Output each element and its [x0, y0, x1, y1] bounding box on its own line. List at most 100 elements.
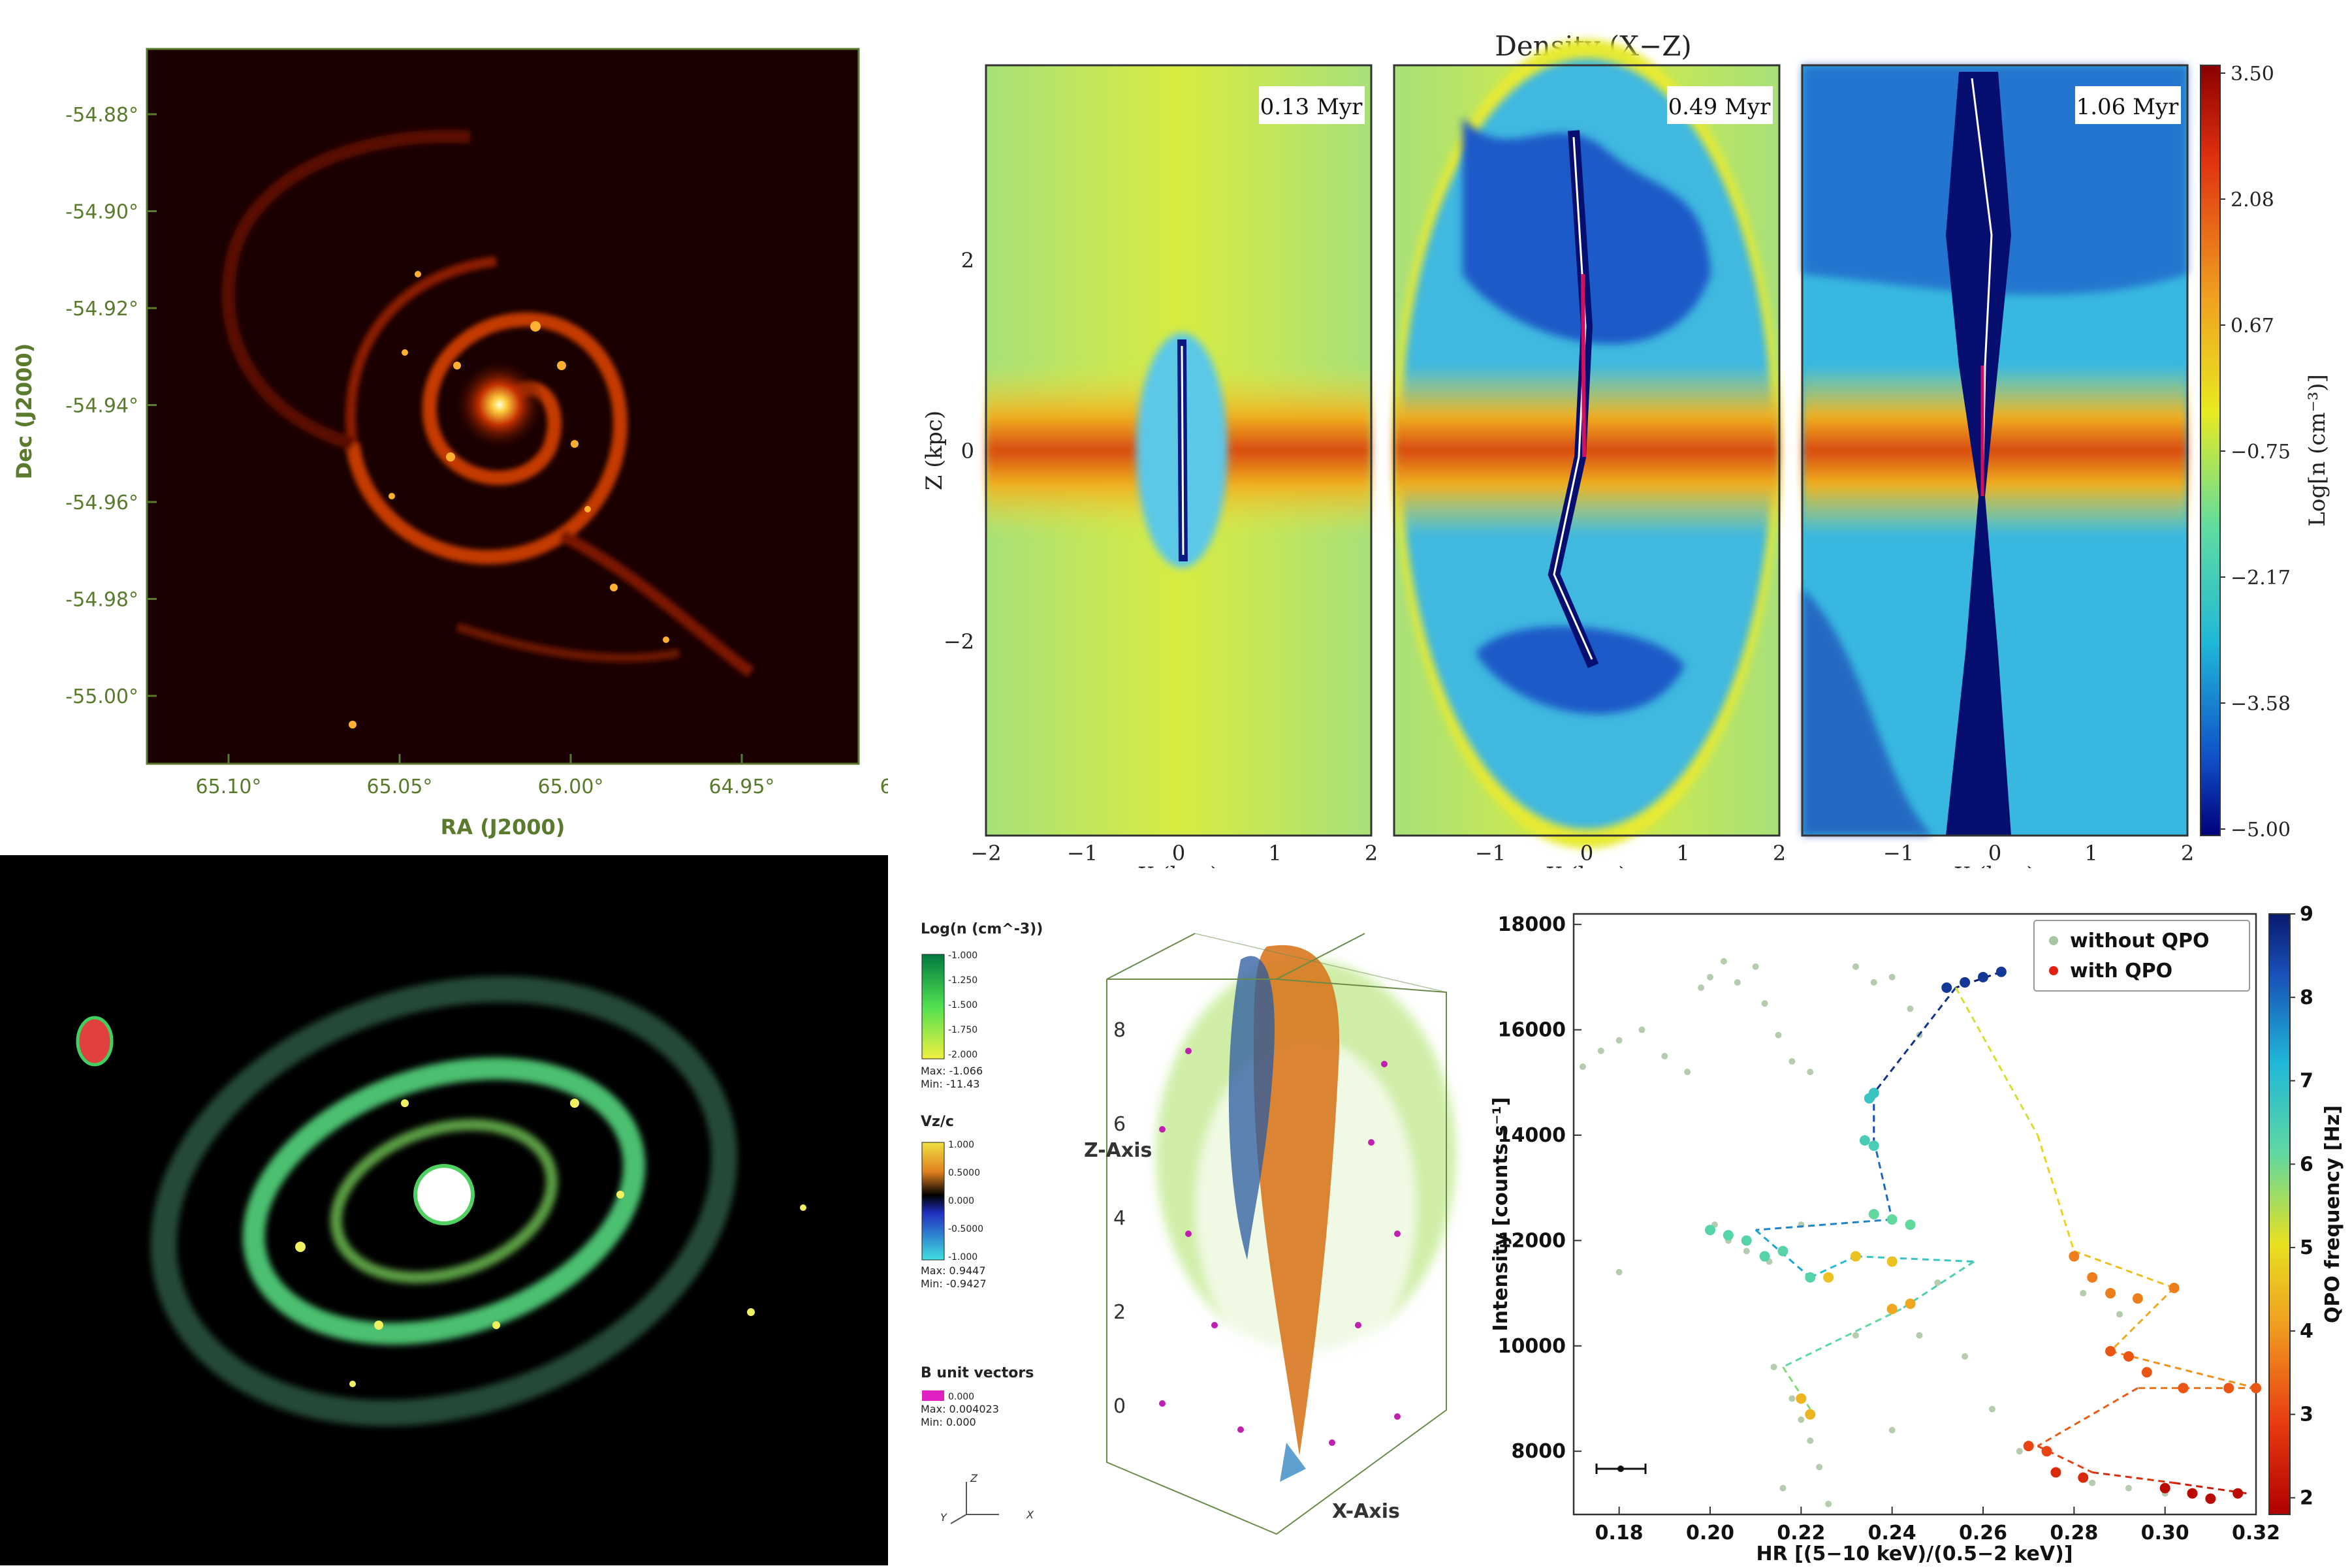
point-with-qpo [2141, 1367, 2152, 1378]
x-tick-label: 0.30 [2141, 1522, 2189, 1544]
point-with-qpo [2050, 1467, 2061, 1478]
point-with-qpo [1859, 1135, 1870, 1146]
point-with-qpo [1960, 977, 1971, 988]
qpo-track-lines [1755, 971, 2257, 1495]
legend1-tick: -2.000 [948, 1050, 977, 1060]
point-without-qpo [1775, 1031, 1782, 1039]
dec-tick-label: -54.94° [65, 395, 138, 418]
track-segment [1855, 1255, 1975, 1263]
point-with-qpo [1805, 1409, 1816, 1420]
point-with-qpo [1796, 1393, 1807, 1404]
point-without-qpo [1852, 963, 1859, 970]
ra-tick-label: 65.05° [367, 776, 433, 798]
render-z-tick: 6 [1113, 1113, 1126, 1136]
point-without-qpo [2116, 1311, 2123, 1318]
point-without-qpo [1684, 1069, 1691, 1076]
z-tick-labels: 2 0 −2 [944, 248, 974, 654]
ra-tick-label: 64.95° [709, 776, 775, 798]
point-with-qpo [2105, 1288, 2116, 1299]
legend3-title: B unit vectors [921, 1365, 1034, 1381]
qpo-colorbar-label: QPO frequency [Hz] [2321, 1105, 2344, 1323]
panel-galaxy-hot: -54.88° -54.90° -54.92° -54.94° -54.96° -54.9… [0, 0, 946, 855]
qpo-colorbar-tick-label: 4 [2300, 1320, 2313, 1343]
legend2-max: Max: 0.9447 [921, 1264, 986, 1277]
qpo-colorbar-tick-label: 5 [2300, 1236, 2313, 1259]
point-without-qpo [1825, 1500, 1832, 1507]
point-with-qpo [2178, 1383, 2189, 1394]
x-tick-label: 0 [1988, 841, 2001, 866]
qpo-colorbar-tick-label: 9 [2300, 903, 2313, 926]
galaxy-spiral-arms [221, 130, 755, 678]
ra-tick-label: 65.10° [196, 776, 262, 798]
y-tick-label: 8000 [1512, 1440, 1566, 1463]
point-with-qpo [1886, 1214, 1898, 1225]
density-colorbar [2200, 65, 2221, 836]
legend2-tick: -1.000 [948, 1252, 977, 1262]
dec-tick-labels: -54.88° -54.90° -54.92° -54.94° -54.96° -54.9… [65, 104, 157, 708]
track-segment [2037, 1445, 2093, 1473]
point-with-qpo [1868, 1140, 1879, 1152]
point-without-qpo [1638, 1026, 1645, 1033]
point-without-qpo [1934, 1279, 1941, 1286]
point-without-qpo [1852, 1332, 1859, 1339]
colorbar-tick-label: 2.08 [2231, 189, 2274, 212]
point-without-qpo [1870, 979, 1877, 986]
x-tick-label: 0.28 [2050, 1522, 2098, 1544]
point-with-qpo [2159, 1482, 2170, 1494]
point-with-qpo [2205, 1493, 2216, 1504]
qpo-colorbar [2268, 913, 2291, 1515]
point-without-qpo [1743, 1247, 1750, 1255]
legend1-ticks: -1.000 -1.250 -1.500 -1.750 -2.000 [948, 950, 977, 1060]
legend1-tick: -1.500 [948, 1000, 977, 1011]
legend2-ticks: 1.000 0.5000 0.000 -0.5000 -1.000 [948, 1140, 983, 1262]
legend1-tick: -1.750 [948, 1025, 977, 1035]
series-with-qpo [1705, 966, 2261, 1504]
panel-3d-jet: Log(n (cm^-3)) -1.000 -1.250 -1.500 -1.750-… [888, 868, 1476, 1565]
legend2-tick: 1.000 [948, 1140, 974, 1150]
x-tick-label: −2 [970, 841, 1001, 866]
point-with-qpo [2023, 1441, 2034, 1452]
track-segment [2092, 1471, 2174, 1484]
x-tick-label: 1 [1268, 841, 1281, 866]
colorbar-label: Log[n (cm⁻³)] [2304, 374, 2330, 526]
point-without-qpo [1579, 1063, 1586, 1071]
legend2-min: Min: -0.9427 [921, 1278, 987, 1290]
legend2-tick: 0.5000 [948, 1168, 980, 1178]
time-label-3: 1.06 Myr [2076, 94, 2180, 120]
axis-triad [950, 1482, 999, 1524]
point-with-qpo [1705, 1225, 1715, 1236]
point-with-qpo [2069, 1251, 2080, 1262]
point-without-qpo [1816, 1464, 1823, 1471]
legend-without-qpo: without QPO [2070, 930, 2209, 952]
z-tick-label: 0 [961, 439, 974, 463]
triad-y: Y [940, 1511, 947, 1524]
x-tick-label: 1 [2084, 841, 2097, 866]
x-tick-label: 0 [1172, 841, 1185, 866]
x-tick-label: 0.18 [1595, 1522, 1644, 1544]
y-tick-label: 18000 [1498, 913, 1566, 936]
panel-density-xz: Density (X−Z) 0.13 Myr 0.49 Myr [888, 0, 2352, 888]
legend3-tick: 0.000 [948, 1392, 974, 1402]
colorbar-tick-label: −3.58 [2231, 693, 2291, 715]
legend3-max: Max: 0.004023 [921, 1403, 999, 1415]
y-tick-label: 12000 [1498, 1229, 1566, 1252]
x-tick-label: 0.32 [2232, 1522, 2280, 1544]
track-segment [2037, 1387, 2138, 1447]
point-with-qpo [2087, 1272, 2098, 1283]
companion-galaxy [76, 1016, 114, 1067]
z-axis-label: Z (kpc) [921, 411, 947, 490]
legend1-colorbar [921, 954, 945, 1059]
point-without-qpo [1907, 1005, 1914, 1012]
legend2-title: Vz/c [921, 1114, 954, 1130]
point-without-qpo [2089, 1479, 2096, 1486]
ra-tick-label: 65.00° [538, 776, 604, 798]
point-without-qpo [1807, 1069, 1814, 1076]
x-axis-label-3: X (kpc) [1955, 862, 2035, 868]
triad-z: Z [970, 1472, 978, 1484]
series-without-qpo [1579, 958, 2169, 1507]
time-label-2: 0.49 Myr [1668, 94, 1772, 120]
point-with-qpo [1777, 1246, 1788, 1257]
point-with-qpo [1823, 1272, 1834, 1283]
colorbar-tick-label: −5.00 [2231, 819, 2291, 841]
dec-tick-label: -54.90° [65, 201, 138, 224]
